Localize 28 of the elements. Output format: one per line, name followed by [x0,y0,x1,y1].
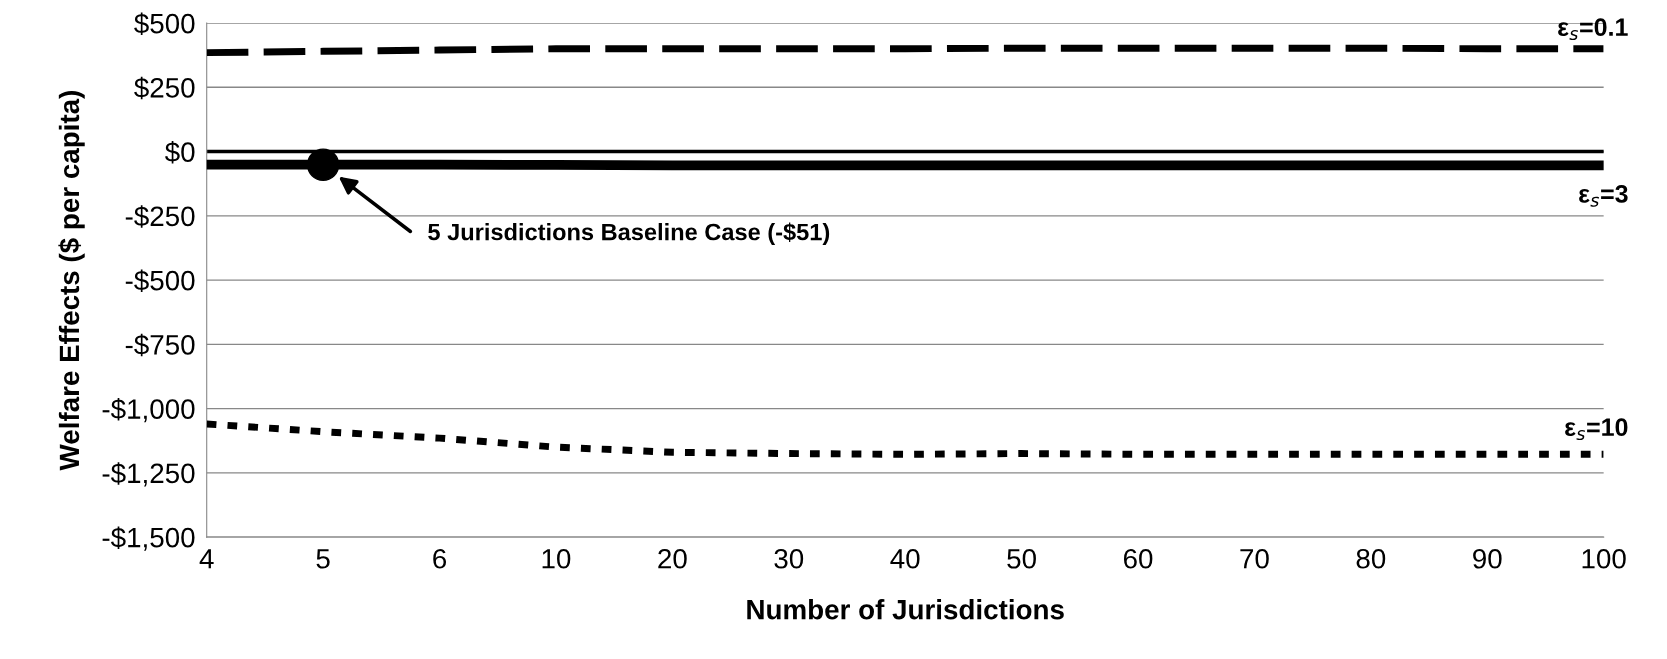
series-label: ε$_{s}$=10 [1565,418,1628,441]
x-tick-label: 40 [890,548,920,569]
x-tick-label: 100 [1582,548,1626,569]
y-tick-label: -$1,000 [102,398,195,423]
x-axis-title: Number of Jurisdictions [747,599,1064,620]
x-tick-label: 70 [1240,548,1269,569]
annotation: 5 Jurisdictions Baseline Case (-$51) [428,222,830,246]
y-tick-label: $0 [165,141,195,164]
series-label: ε$_{s}$=3 [1579,184,1628,207]
y-tick-label: -$250 [125,205,195,228]
x-tick-label: 5 [316,549,330,569]
y-tick-label: -$500 [125,269,195,293]
x-tick-label: 4 [199,549,214,569]
x-tick-label: 60 [1123,548,1153,569]
y-tick-label: -$1,250 [102,462,195,487]
y-tick-label: -$750 [125,333,195,357]
y-tick-label: $250 [134,76,195,100]
x-tick-label: 10 [542,548,571,569]
y-axis-title: Welfare Effects ($ per capita) [58,91,85,471]
y-tick-label: $500 [134,12,195,36]
y-tick-label: -$1,500 [102,526,195,551]
series-label: ε$_{s}$=0.1 [1558,18,1628,41]
x-tick-label: 90 [1473,548,1502,569]
x-tick-label: 6 [433,548,447,569]
x-tick-label: 80 [1356,548,1386,569]
x-tick-label: 30 [774,548,804,569]
x-tick-label: 20 [658,548,687,569]
x-tick-label: 50 [1007,548,1036,569]
